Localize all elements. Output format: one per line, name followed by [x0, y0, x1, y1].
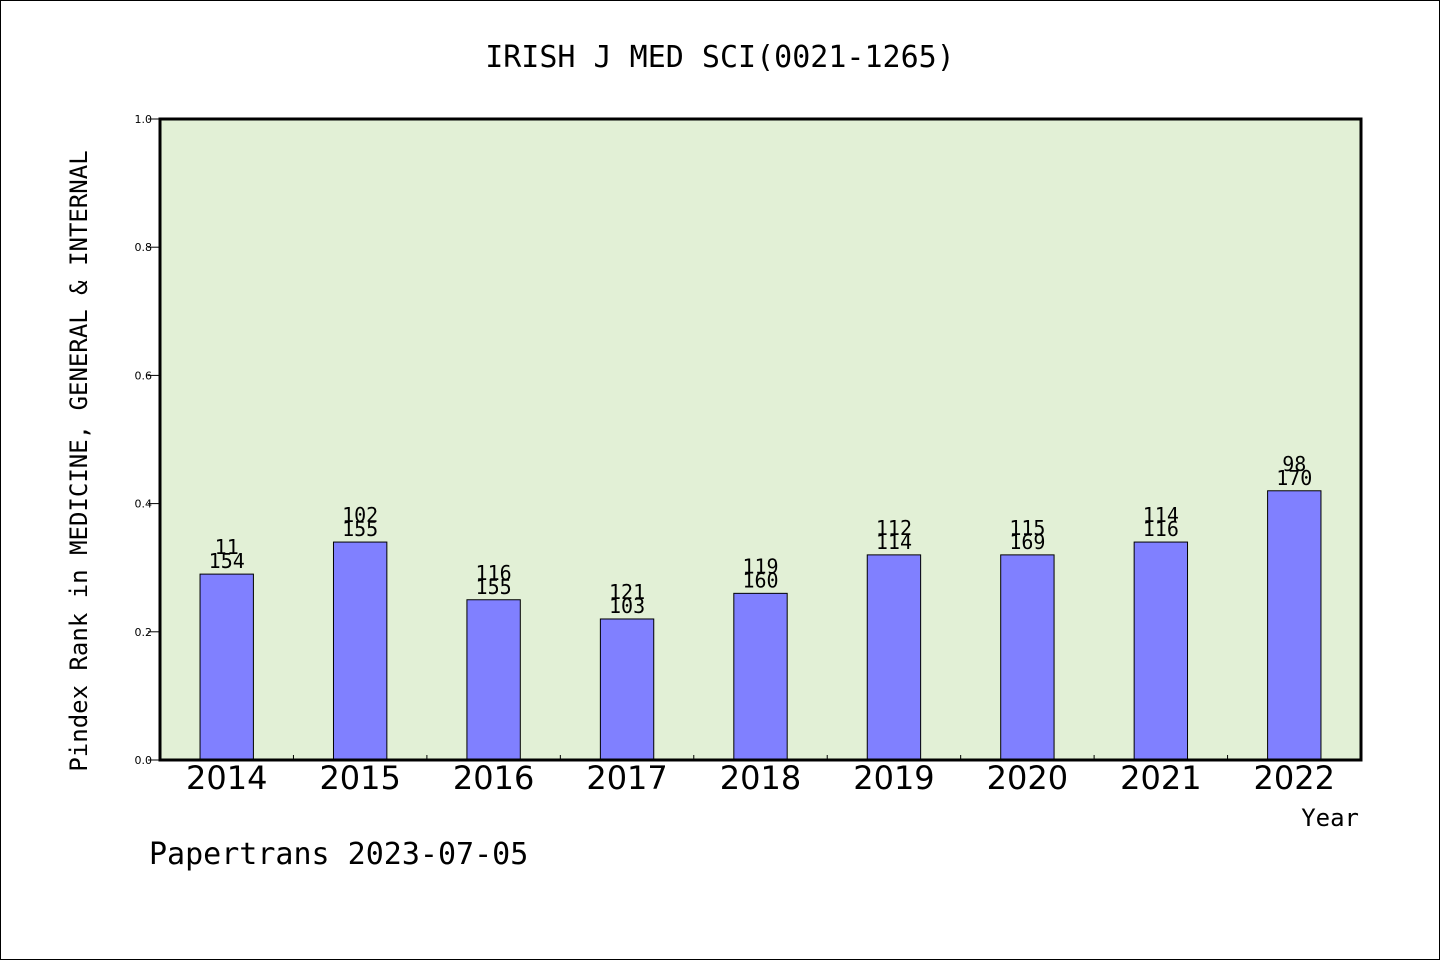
bar-rank-label: 114 [1143, 503, 1179, 527]
bar-2019 [866, 554, 922, 761]
bar-2018 [733, 592, 788, 761]
x-tick-label: 2022 [1254, 759, 1335, 797]
bar-total-label: 160 [742, 568, 778, 592]
bar-total-label: 103 [609, 594, 645, 618]
y-tick-label: 0.0 [135, 754, 153, 767]
bar-rank-label: 112 [876, 516, 912, 540]
bar-2015 [332, 541, 388, 761]
x-axis-label: Year [1301, 804, 1359, 832]
y-tick-label: 0.6 [135, 369, 153, 382]
x-tick-label: 2021 [1120, 759, 1201, 797]
x-tick-label: 2020 [987, 759, 1068, 797]
x-axis: 2014 2015 2016 2017 2018 2019 2020 2021 2022 [186, 755, 1335, 797]
footer-credit: Papertrans 2023-07-05 [149, 837, 528, 872]
x-tick-label: 2018 [720, 759, 801, 797]
bar-total-label: 154 [209, 549, 245, 573]
plot-frame [158, 117, 1363, 762]
y-axis-label: Pindex Rank in MEDICINE, GENERAL & INTER… [65, 150, 93, 771]
bar-2017 [599, 618, 655, 761]
y-tick-label: 1.0 [135, 113, 153, 126]
bar-rank-label: 98 [1282, 452, 1306, 476]
bar-rank-label: 119 [742, 554, 778, 578]
x-tick-label: 2015 [319, 759, 400, 797]
bar-2016 [466, 599, 521, 761]
x-tick-label: 2016 [453, 759, 534, 797]
bar-total-label: 114 [876, 530, 912, 554]
bar-rank-label: 102 [342, 503, 378, 527]
bar-rank-label: 11 [215, 535, 239, 559]
x-tick-label: 2017 [586, 759, 667, 797]
bar-total-label: 170 [1276, 466, 1312, 490]
bar-rank-label: 121 [609, 580, 645, 604]
y-tick-label: 0.4 [135, 498, 153, 511]
y-axis: 0.0 0.2 0.4 0.6 0.8 1.0 [135, 113, 160, 767]
x-tick-label: 2014 [186, 759, 267, 797]
bars-group [199, 490, 1322, 761]
x-tick-label: 2019 [853, 759, 934, 797]
chart-title: IRISH J MED SCI(0021-1265) [485, 40, 955, 75]
bar-2014 [199, 573, 254, 761]
bar-total-label: 155 [476, 575, 512, 599]
bar-rank-label: 116 [476, 561, 512, 585]
y-tick-label: 0.8 [135, 241, 153, 254]
bar-total-label: 155 [342, 517, 378, 541]
bar-total-label: 116 [1143, 517, 1179, 541]
bar-rank-label: 115 [1009, 516, 1045, 540]
bar-2022 [1267, 490, 1322, 761]
bar-2020 [1000, 554, 1055, 761]
bar-total-label: 169 [1009, 530, 1045, 554]
bar-2021 [1133, 541, 1189, 761]
y-tick-label: 0.2 [135, 626, 153, 639]
